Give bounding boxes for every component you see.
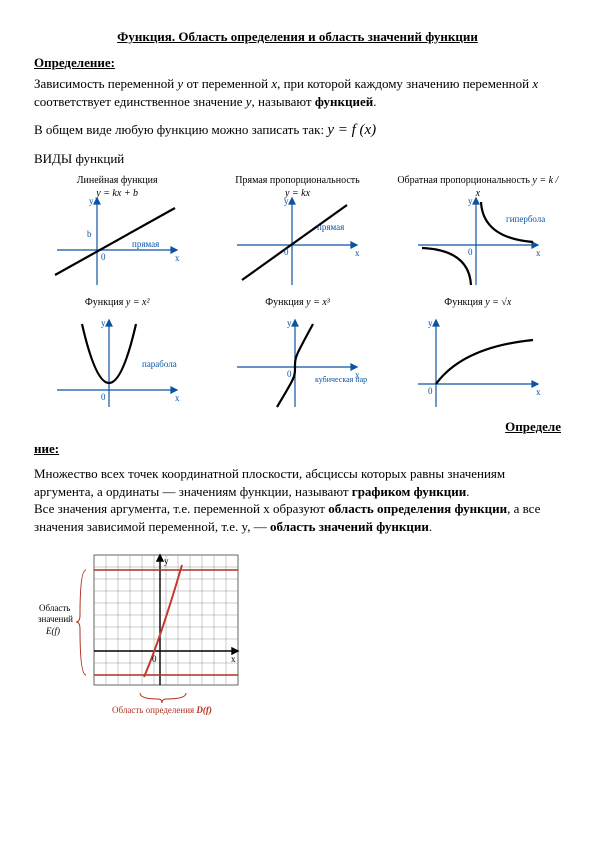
plot-prop: прямая 0 x y xyxy=(227,190,367,290)
cap-linear-a: Линейная функция xyxy=(77,175,158,186)
p1c: , при которой каждому значению переменно… xyxy=(277,76,532,91)
paragraph-1: Зависимость переменной y от переменной x… xyxy=(34,75,561,110)
domain-b: D(f) xyxy=(195,705,212,715)
plot-square: парабола 0 x y xyxy=(47,312,187,412)
bottom-figure: Область значений E(f) Область определени… xyxy=(34,545,561,720)
lbl-linear: прямая xyxy=(132,239,159,249)
definition-label-2b: ние: xyxy=(34,440,561,458)
y6: y xyxy=(428,318,433,328)
y1: y xyxy=(89,196,94,206)
o5: 0 xyxy=(287,369,292,379)
lbl-sq: парабола xyxy=(142,359,177,369)
p1b: от переменной xyxy=(183,76,271,91)
lbl-prop: прямая xyxy=(317,222,344,232)
cell-square: Функция y = x² парабола 0 x y xyxy=(34,296,200,412)
plot-cubic: кубическая парабола 0 x y xyxy=(227,312,367,412)
ob: 0 xyxy=(152,654,157,664)
o2: 0 xyxy=(284,247,289,257)
o1: 0 xyxy=(101,252,106,262)
svg-text:Область определения D(f): Область определения D(f) xyxy=(112,705,212,715)
function-grid: Линейная функция y = kx + b прямая b 0 x … xyxy=(34,174,561,412)
cell-inverse: Обратная пропорциональность y = k / x ги… xyxy=(395,174,561,290)
o3: 0 xyxy=(468,247,473,257)
cap-sq-b: y = x² xyxy=(126,297,150,308)
var-x2: x xyxy=(532,76,538,91)
range-a: Область xyxy=(39,603,70,613)
p3b: графиком функции xyxy=(352,484,466,499)
definition-label-2a: Определе xyxy=(34,418,561,436)
y3: y xyxy=(468,196,473,206)
cap-cu-a: Функция xyxy=(265,297,306,308)
y2: y xyxy=(284,196,289,206)
cell-prop: Прямая пропорциональностьy = kx прямая 0… xyxy=(214,174,380,290)
yb: y xyxy=(164,556,169,566)
x2: x xyxy=(355,248,360,258)
xb: x xyxy=(231,654,236,664)
p2a: В общем виде любую функцию можно записат… xyxy=(34,122,327,137)
lbl-inv: гипербола xyxy=(506,214,545,224)
p4b: область определения функции xyxy=(328,501,507,516)
range-b: значений xyxy=(38,614,73,624)
p1d: соответствует единственное значение xyxy=(34,94,246,109)
y4: y xyxy=(101,318,106,328)
y5: y xyxy=(287,318,292,328)
types-label: ВИДЫ функций xyxy=(34,150,561,168)
p1e: , называют xyxy=(252,94,315,109)
paragraph-3: Множество всех точек координатной плоско… xyxy=(34,465,561,535)
main-formula: y = f (x) xyxy=(327,122,376,138)
p4d: область значений функции xyxy=(270,519,429,534)
range-c: E(f) xyxy=(45,626,60,636)
x4: x xyxy=(175,393,180,403)
cap-inv-a: Обратная пропорциональность xyxy=(397,175,532,186)
cell-sqrt: Функция y = √x 0 x y xyxy=(395,296,561,412)
word-function: функцией xyxy=(315,94,373,109)
cap-rt-b: y = √x xyxy=(485,297,511,308)
cap-cu-b: y = x³ xyxy=(306,297,330,308)
domain-a: Область определения xyxy=(112,705,196,715)
definition-label-1: Определение: xyxy=(34,54,561,72)
p4e: . xyxy=(429,519,432,534)
plot-inverse: гипербола 0 x y xyxy=(408,190,548,290)
x3: x xyxy=(536,248,541,258)
p3c: . xyxy=(466,484,469,499)
domain-range-plot: Область значений E(f) Область определени… xyxy=(34,545,294,715)
cap-prop-a: Прямая пропорциональность xyxy=(235,175,359,186)
x5: x xyxy=(355,370,360,380)
x1: x xyxy=(175,253,180,263)
cap-sq-a: Функция xyxy=(85,297,126,308)
page-title: Функция. Область определения и область з… xyxy=(34,28,561,46)
x6: x xyxy=(536,387,541,397)
p1a: Зависимость переменной xyxy=(34,76,177,91)
plot-sqrt: 0 x y xyxy=(408,312,548,412)
cell-cubic: Функция y = x³ кубическая парабола 0 x y xyxy=(214,296,380,412)
cap-rt-a: Функция xyxy=(444,297,485,308)
lbl-b: b xyxy=(87,229,92,239)
plot-linear: прямая b 0 x y xyxy=(47,190,187,290)
paragraph-2: В общем виде любую функцию можно записат… xyxy=(34,120,561,140)
o4: 0 xyxy=(101,392,106,402)
p1g: . xyxy=(373,94,376,109)
o6: 0 xyxy=(428,386,433,396)
cap-linear-b: y = kx + b xyxy=(96,188,138,199)
p4a: Все значения аргумента, т.е. переменной … xyxy=(34,501,328,516)
cell-linear: Линейная функция y = kx + b прямая b 0 x … xyxy=(34,174,200,290)
